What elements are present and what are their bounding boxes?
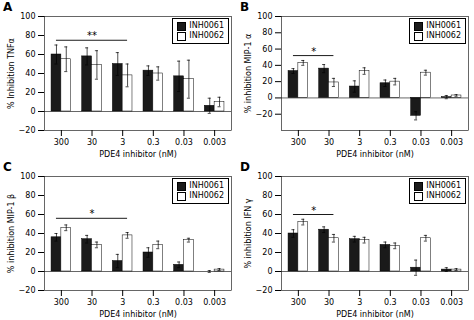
html-text:INH0062: INH0062: [189, 191, 224, 200]
svg-text:PDE4 inhibitor (nM): PDE4 inhibitor (nM): [336, 150, 414, 159]
svg-text:0.3: 0.3: [147, 138, 160, 147]
svg-text:0: 0: [267, 267, 272, 276]
svg-text:20: 20: [25, 248, 35, 257]
html-text:B: B: [240, 0, 250, 14]
svg-text:0.03: 0.03: [412, 138, 430, 147]
svg-text:80: 80: [25, 191, 35, 200]
svg-text:% inhibition MIP-1 α: % inhibition MIP-1 α: [244, 34, 253, 114]
svg-text:80: 80: [25, 31, 35, 40]
svg-text:0.003: 0.003: [203, 298, 226, 307]
svg-text:PDE4 inhibitor (nM): PDE4 inhibitor (nM): [99, 310, 177, 319]
svg-text:3: 3: [357, 298, 362, 307]
svg-text:40: 40: [262, 61, 272, 70]
html-text:INH0061: INH0061: [189, 181, 224, 190]
svg-text:% Inhibition TNFα: % Inhibition TNFα: [7, 38, 16, 109]
svg-text:60: 60: [262, 45, 272, 54]
svg-text:3: 3: [357, 138, 362, 147]
svg-text:300: 300: [291, 138, 306, 147]
svg-text:100: 100: [20, 172, 35, 181]
html-text:A: A: [3, 0, 13, 14]
svg-text:80: 80: [262, 191, 272, 200]
svg-text:% inhibition MIP-1 β: % inhibition MIP-1 β: [7, 194, 16, 273]
html-text:INH0062: INH0062: [426, 191, 461, 200]
html-text:D: D: [240, 160, 250, 174]
html-text:C: C: [3, 160, 12, 174]
svg-text:0: 0: [30, 107, 35, 116]
svg-text:100: 100: [257, 172, 272, 181]
svg-text:60: 60: [25, 210, 35, 219]
svg-text:*: *: [311, 46, 316, 57]
svg-text:**: **: [87, 30, 97, 41]
svg-text:0.03: 0.03: [175, 138, 193, 147]
svg-text:0: 0: [267, 93, 272, 102]
svg-text:0.03: 0.03: [175, 298, 193, 307]
svg-text:100: 100: [20, 12, 35, 21]
svg-text:300: 300: [54, 138, 69, 147]
svg-text:0.03: 0.03: [412, 298, 430, 307]
svg-text:300: 300: [291, 298, 306, 307]
html-text:INH0062: INH0062: [426, 31, 461, 40]
svg-text:*: *: [90, 208, 95, 219]
svg-text:0: 0: [30, 267, 35, 276]
svg-text:40: 40: [262, 229, 272, 238]
svg-text:0.003: 0.003: [440, 298, 463, 307]
svg-text:20: 20: [25, 88, 35, 97]
svg-text:−20: −20: [19, 126, 36, 135]
svg-text:30: 30: [87, 138, 97, 147]
svg-text:20: 20: [262, 77, 272, 86]
svg-text:0.003: 0.003: [203, 138, 226, 147]
svg-text:300: 300: [54, 298, 69, 307]
svg-text:−20: −20: [256, 110, 273, 119]
html-text:INH0061: INH0061: [426, 21, 461, 30]
svg-text:−20: −20: [19, 286, 36, 295]
svg-text:30: 30: [87, 298, 97, 307]
svg-text:0.3: 0.3: [384, 138, 397, 147]
svg-text:40: 40: [25, 69, 35, 78]
html-text:INH0061: INH0061: [189, 21, 224, 30]
svg-text:30: 30: [324, 298, 334, 307]
svg-text:100: 100: [257, 12, 272, 21]
svg-text:60: 60: [262, 210, 272, 219]
svg-text:−20: −20: [256, 286, 273, 295]
svg-text:30: 30: [324, 138, 334, 147]
svg-text:0.3: 0.3: [147, 298, 160, 307]
html-text:INH0062: INH0062: [189, 31, 224, 40]
svg-text:20: 20: [262, 248, 272, 257]
svg-text:PDE4 inhibitor (nM): PDE4 inhibitor (nM): [99, 150, 177, 159]
svg-text:0.003: 0.003: [440, 138, 463, 147]
svg-text:0.3: 0.3: [384, 298, 397, 307]
svg-text:60: 60: [25, 50, 35, 59]
svg-text:*: *: [311, 205, 316, 216]
svg-text:3: 3: [120, 298, 125, 307]
svg-text:PDE4 inhibitor (nM): PDE4 inhibitor (nM): [336, 310, 414, 319]
svg-text:40: 40: [25, 229, 35, 238]
html-text:INH0061: INH0061: [426, 181, 461, 190]
svg-text:3: 3: [120, 138, 125, 147]
svg-text:% inhibition IFN γ: % inhibition IFN γ: [244, 198, 253, 268]
svg-text:80: 80: [262, 28, 272, 37]
